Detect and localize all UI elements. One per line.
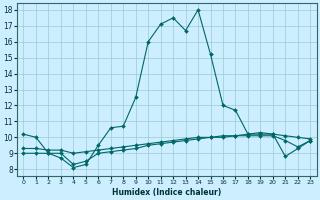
X-axis label: Humidex (Indice chaleur): Humidex (Indice chaleur) bbox=[112, 188, 221, 197]
